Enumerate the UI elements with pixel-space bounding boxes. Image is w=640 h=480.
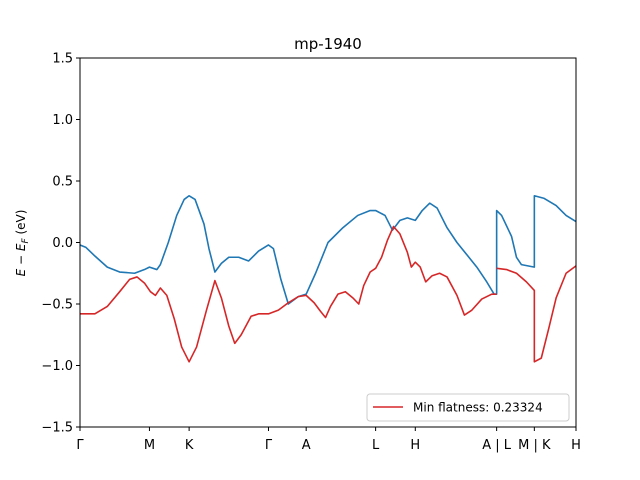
y-axis-label-main: E − E (14, 243, 28, 276)
y-ticks: −1.5 −1.0 −0.5 0.0 0.5 1.0 1.5 (41, 52, 80, 436)
x-tick-label-2: K (185, 438, 194, 453)
x-tick-label-8: M | K (518, 438, 551, 453)
y-tick-label-1: −1.0 (41, 359, 73, 374)
band-line-1-segment-0 (80, 225, 497, 363)
y-axis-label-subscript: F (21, 238, 31, 244)
x-tick-label-6: H (410, 438, 420, 453)
y-tick-label-3: 0.0 (52, 236, 73, 251)
x-tick-label-0: Γ (76, 438, 84, 453)
y-tick-label-6: 1.5 (52, 52, 73, 67)
x-tick-label-1: M (144, 438, 155, 453)
x-tick-label-3: Γ (265, 438, 273, 453)
x-tick-label-9: H (571, 438, 581, 453)
y-axis-label: E − EF (eV) (14, 210, 31, 277)
y-tick-label-0: −1.5 (41, 421, 73, 436)
x-tick-label-5: L (372, 438, 380, 453)
x-tick-label-4: A (302, 438, 311, 453)
chart-title: mp-1940 (294, 35, 362, 53)
x-tick-label-7: A | L (482, 438, 512, 453)
y-tick-label-2: −0.5 (41, 298, 73, 313)
band-line-0-segment-0 (79, 194, 577, 305)
y-axis-label-unit: (eV) (14, 210, 28, 239)
band-line-1-segment-1 (496, 265, 577, 363)
x-ticks: Γ M K Γ A L H A | L M | K H (76, 427, 581, 453)
y-tick-label-4: 0.5 (52, 175, 73, 190)
legend-box (366, 393, 570, 422)
legend-label: Min flatness: 0.23324 (413, 401, 543, 415)
series-layer (79, 194, 577, 363)
y-tick-label-5: 1.0 (52, 113, 73, 128)
legend: Min flatness: 0.23324 (366, 393, 570, 422)
